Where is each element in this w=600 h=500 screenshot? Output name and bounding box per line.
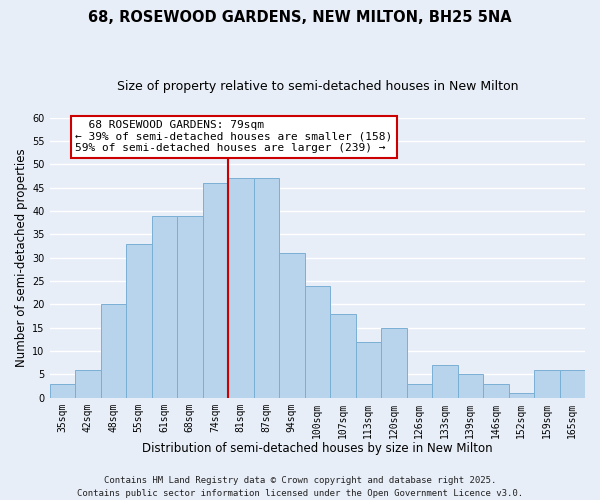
Bar [228,178,254,398]
Bar [509,393,534,398]
Bar [305,286,330,398]
Bar [534,370,560,398]
Bar [177,216,203,398]
Text: 68, ROSEWOOD GARDENS, NEW MILTON, BH25 5NA: 68, ROSEWOOD GARDENS, NEW MILTON, BH25 5… [88,10,512,25]
Text: 68 ROSEWOOD GARDENS: 79sqm
← 39% of semi-detached houses are smaller (158)
59% o: 68 ROSEWOOD GARDENS: 79sqm ← 39% of semi… [75,120,392,154]
Bar [356,342,381,398]
Y-axis label: Number of semi-detached properties: Number of semi-detached properties [15,148,28,367]
Bar [458,374,483,398]
Bar [203,183,228,398]
Bar [152,216,177,398]
Bar [254,178,279,398]
Bar [101,304,126,398]
Bar [432,365,458,398]
Bar [407,384,432,398]
Bar [330,314,356,398]
Bar [483,384,509,398]
Bar [381,328,407,398]
Bar [75,370,101,398]
X-axis label: Distribution of semi-detached houses by size in New Milton: Distribution of semi-detached houses by … [142,442,493,455]
Title: Size of property relative to semi-detached houses in New Milton: Size of property relative to semi-detach… [116,80,518,93]
Bar [126,244,152,398]
Text: Contains HM Land Registry data © Crown copyright and database right 2025.
Contai: Contains HM Land Registry data © Crown c… [77,476,523,498]
Bar [560,370,585,398]
Bar [50,384,75,398]
Bar [279,253,305,398]
